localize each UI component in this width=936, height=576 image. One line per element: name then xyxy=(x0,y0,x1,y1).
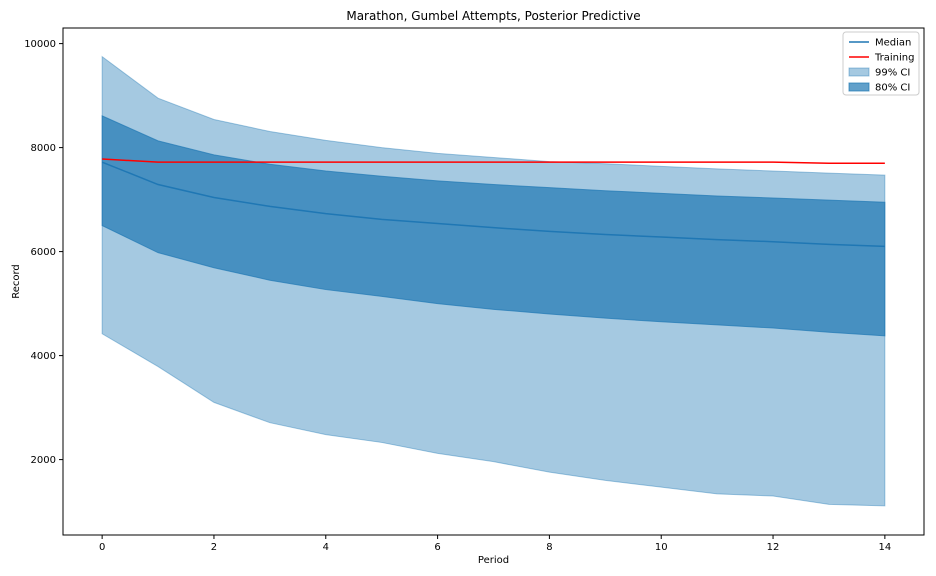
legend-label-median: Median xyxy=(875,38,911,49)
x-tick-label: 8 xyxy=(546,542,552,553)
x-tick-label: 12 xyxy=(767,542,780,553)
legend-swatch-99-ci xyxy=(848,67,870,77)
line-median xyxy=(101,161,885,248)
x-axis-label: Period xyxy=(478,555,509,566)
x-tick-label: 2 xyxy=(211,542,217,553)
ci-bands xyxy=(101,55,886,507)
chart-title: Marathon, Gumbel Attempts, Posterior Pre… xyxy=(346,9,640,23)
legend-box xyxy=(842,31,920,96)
band-80-ci xyxy=(101,115,886,337)
x-tick-label: 0 xyxy=(99,542,105,553)
legend-label-training: Training xyxy=(874,53,914,64)
x-tick-label: 14 xyxy=(878,542,891,553)
legend-swatch-80-ci xyxy=(848,82,870,92)
y-tick-label: 8000 xyxy=(31,143,56,154)
x-tick-label: 6 xyxy=(434,542,440,553)
legend-label-99-ci: 99% CI xyxy=(875,68,910,79)
y-tick-label: 6000 xyxy=(31,247,56,258)
line-training xyxy=(102,158,885,164)
y-tick-label: 4000 xyxy=(31,351,56,362)
y-axis-ticks: 2000 4000 6000 8000 10000 xyxy=(24,39,63,466)
y-tick-label: 2000 xyxy=(31,455,56,466)
plot-frame xyxy=(62,27,925,536)
series-lines xyxy=(101,158,885,248)
legend: Median Training 99% CI 80% CI xyxy=(842,31,920,96)
y-axis-label: Record xyxy=(11,264,22,299)
x-axis-ticks: 0 2 4 6 8 10 12 14 xyxy=(99,535,891,553)
x-tick-label: 10 xyxy=(655,542,668,553)
y-tick-label: 10000 xyxy=(24,39,56,50)
legend-label-80-ci: 80% CI xyxy=(875,83,910,94)
x-tick-label: 4 xyxy=(323,542,329,553)
